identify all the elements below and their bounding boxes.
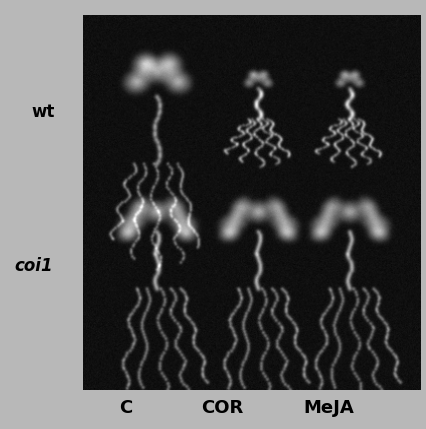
Text: MeJA: MeJA (303, 399, 353, 417)
Text: C: C (119, 399, 132, 417)
Text: coi1: coi1 (15, 257, 53, 275)
Text: COR: COR (201, 399, 242, 417)
Text: wt: wt (31, 103, 54, 121)
